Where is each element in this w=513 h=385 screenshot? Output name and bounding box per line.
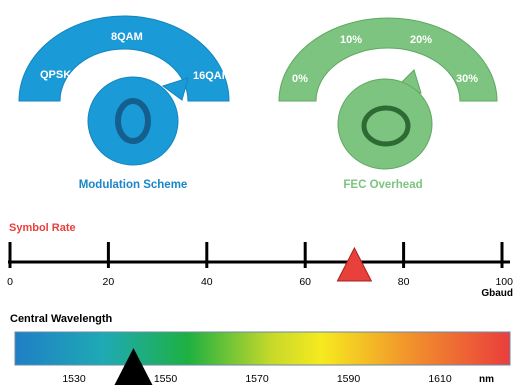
symbol-rate-tick-label: 80 [398, 276, 410, 288]
symbol-rate-marker[interactable] [336, 246, 373, 282]
symbol-rate-unit: Gbaud [481, 288, 513, 299]
modulation-caption: Modulation Scheme [79, 179, 188, 191]
symbol-rate-ticks: 0 20 40 60 80 100 [7, 242, 513, 288]
wavelength-tick-label: 1590 [337, 373, 361, 385]
symbol-rate-tick-label: 60 [299, 276, 311, 288]
symbol-rate-tick-label: 40 [201, 276, 213, 288]
wavelength-slider[interactable]: Central Wavelength 1530 1550 1570 1590 1610 … [10, 313, 511, 385]
fec-option-20: 20% [410, 34, 432, 46]
modulation-option-8qam: 8QAM [111, 31, 143, 43]
wavelength-tick-label: 1570 [245, 373, 269, 385]
wavelength-marker[interactable] [114, 348, 153, 385]
symbol-rate-title: Symbol Rate [9, 222, 76, 234]
modulation-option-16qam: 16QAM [193, 70, 231, 82]
modulation-arc [18, 15, 230, 102]
modulation-dial[interactable]: QPSK 8QAM 16QAM Modulation Scheme [18, 15, 231, 191]
fec-knob-ring [361, 105, 411, 147]
wavelength-spectrum-bar [14, 331, 511, 366]
modulation-option-qpsk: QPSK [40, 69, 71, 81]
symbol-rate-tick-label: 0 [7, 276, 13, 288]
fec-arc [278, 17, 498, 102]
fec-option-10: 10% [340, 34, 362, 46]
wavelength-tick-label: 1610 [428, 373, 452, 385]
modulation-knob-pointer [161, 77, 189, 101]
fec-caption: FEC Overhead [343, 179, 422, 191]
wavelength-title: Central Wavelength [10, 313, 113, 325]
wavelength-tick-label: 1550 [154, 373, 178, 385]
symbol-rate-tick-label: 100 [495, 276, 513, 288]
wavelength-tick-label: 1530 [62, 373, 86, 385]
wavelength-unit: nm [479, 374, 494, 385]
fec-option-30: 30% [456, 73, 478, 85]
modulation-knob[interactable] [87, 76, 179, 166]
fec-knob[interactable] [337, 78, 433, 170]
fec-dial[interactable]: 0% 10% 20% 30% FEC Overhead [278, 17, 498, 191]
symbol-rate-slider[interactable]: Symbol Rate 0 20 40 60 80 100 Gbaud [7, 222, 513, 299]
modulation-knob-ring [115, 98, 151, 144]
symbol-rate-tick-label: 20 [103, 276, 115, 288]
fec-option-0: 0% [292, 73, 308, 85]
wavelength-ticks: 1530 1550 1570 1590 1610 [62, 373, 452, 385]
